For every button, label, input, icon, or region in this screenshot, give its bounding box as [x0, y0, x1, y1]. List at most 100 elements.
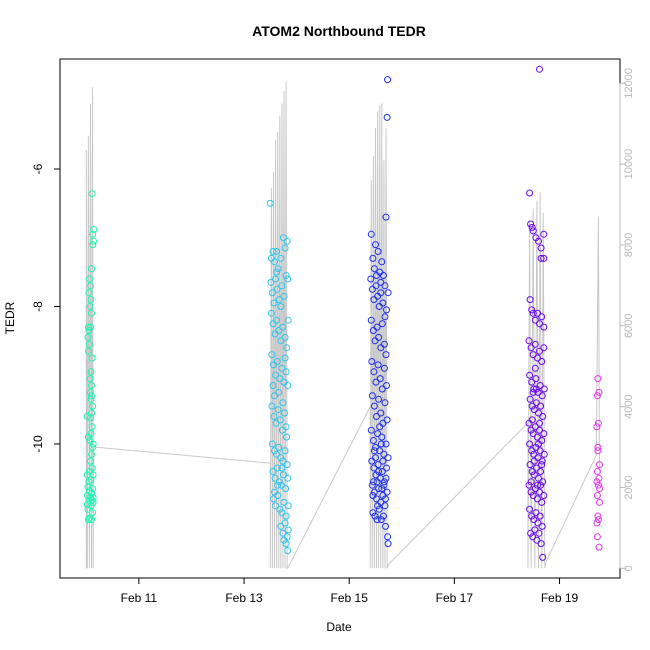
data-point — [281, 409, 288, 417]
data-point — [375, 468, 383, 475]
data-point — [530, 516, 538, 524]
data-point — [538, 498, 546, 506]
data-point — [535, 237, 542, 245]
data-point — [89, 485, 97, 493]
data-point — [87, 296, 95, 304]
data-point — [594, 447, 602, 455]
data-point — [89, 471, 97, 479]
data-point — [594, 481, 602, 489]
data-point — [282, 272, 290, 279]
data-point — [378, 385, 386, 393]
data-point — [529, 388, 537, 396]
data-point — [370, 265, 378, 273]
data-point — [274, 406, 282, 414]
data-point — [377, 289, 385, 297]
x-axis-label: Date — [326, 620, 352, 634]
data-point — [377, 516, 385, 524]
data-point — [596, 461, 603, 469]
data-point — [268, 440, 276, 448]
data-point — [284, 474, 292, 482]
data-point — [536, 320, 543, 328]
data-point — [271, 474, 279, 482]
data-point — [86, 375, 94, 383]
data-point — [537, 468, 545, 475]
data-point — [530, 385, 538, 393]
right-tick-label: 10000 — [623, 149, 635, 180]
data-point — [277, 522, 285, 530]
data-point — [384, 289, 392, 297]
x-tick-label: Feb 15 — [331, 591, 369, 605]
data-point — [380, 478, 388, 486]
data-point — [539, 413, 547, 420]
data-point — [84, 333, 92, 341]
data-point — [277, 254, 285, 262]
data-point — [275, 443, 283, 451]
data-point — [374, 248, 382, 255]
data-point — [84, 323, 92, 331]
data-point — [530, 457, 538, 465]
data-point — [380, 340, 388, 348]
data-point — [529, 430, 537, 438]
data-point — [537, 481, 545, 489]
data-point — [525, 481, 533, 489]
data-point — [526, 440, 534, 448]
data-point — [282, 540, 290, 548]
data-point — [379, 512, 387, 520]
data-point — [531, 316, 539, 324]
data-point — [87, 457, 94, 465]
data-point — [374, 461, 382, 469]
data-point — [269, 382, 277, 389]
data-point — [594, 443, 602, 451]
data-point — [282, 423, 290, 431]
data-point — [88, 423, 96, 431]
data-point — [373, 323, 381, 331]
data-point — [595, 474, 603, 482]
data-point — [369, 437, 377, 444]
data-point — [595, 388, 603, 396]
data-point — [272, 371, 280, 379]
data-point — [284, 547, 292, 554]
data-point — [271, 392, 278, 400]
data-point — [540, 385, 548, 393]
data-point — [376, 423, 384, 431]
data-point — [536, 382, 544, 389]
data-point — [378, 485, 386, 493]
data-point — [268, 289, 276, 297]
data-point — [284, 275, 292, 283]
data-point — [538, 522, 546, 530]
data-point — [383, 488, 391, 496]
x-tick-label: Feb 19 — [541, 591, 579, 605]
data-point — [383, 113, 391, 121]
data-point — [378, 258, 386, 266]
data-point — [595, 543, 603, 551]
data-point — [87, 323, 94, 331]
data-point — [368, 285, 376, 293]
data-point — [273, 464, 281, 472]
x-tick-label: Feb 17 — [436, 591, 474, 605]
data-point — [526, 296, 534, 304]
data-point — [534, 388, 542, 396]
data-point — [283, 344, 291, 352]
data-point — [529, 533, 537, 541]
data-point — [380, 481, 388, 489]
data-point — [527, 478, 535, 486]
y-axis: -6 -8 -10 — [31, 163, 61, 453]
data-point — [535, 409, 542, 417]
data-point — [537, 254, 545, 262]
data-point — [284, 382, 292, 389]
data-point — [84, 347, 92, 355]
data-point — [84, 483, 92, 491]
data-point — [532, 399, 540, 407]
data-point — [536, 512, 544, 520]
data-point — [536, 488, 543, 496]
data-point — [376, 375, 384, 383]
data-point — [374, 502, 382, 510]
data-point — [535, 529, 543, 537]
data-point — [593, 392, 601, 400]
data-point — [525, 337, 533, 345]
data-point — [370, 368, 378, 376]
data-point — [528, 447, 536, 455]
data-point — [370, 447, 378, 455]
data-point — [538, 313, 546, 321]
data-point — [533, 309, 541, 317]
